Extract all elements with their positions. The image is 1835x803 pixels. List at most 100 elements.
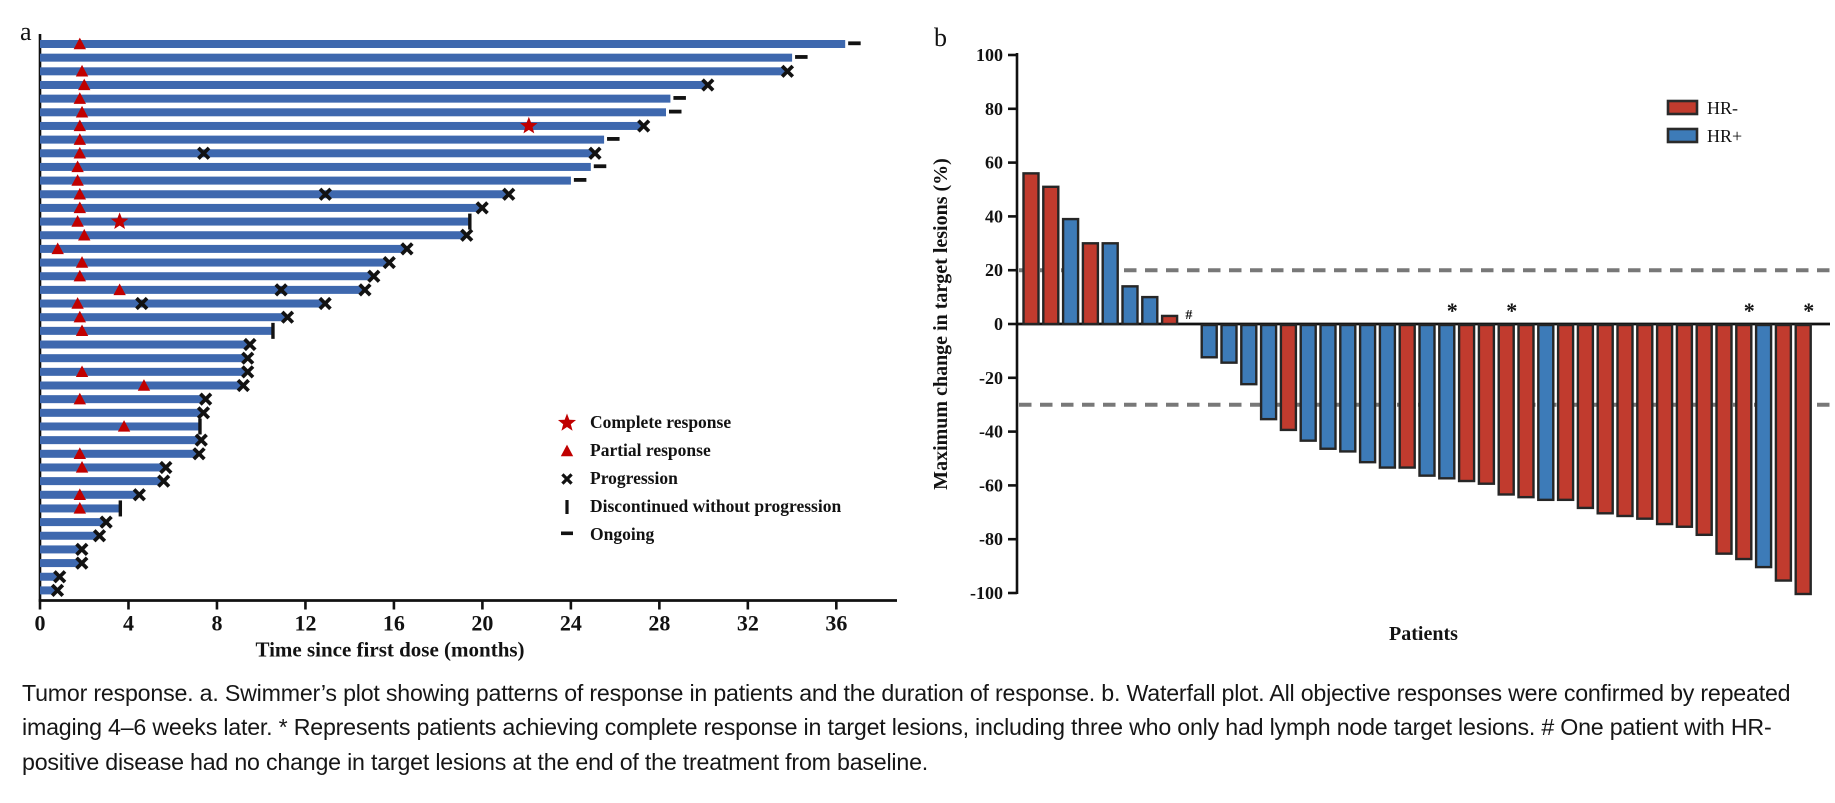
waterfall-legend-item: HR-	[1666, 98, 1738, 118]
swimmer-row	[40, 296, 332, 311]
partial-response-triangle-icon	[73, 133, 87, 145]
ongoing-dash-marker	[673, 96, 686, 100]
swimmer-row	[40, 583, 65, 598]
swimmer-bar	[40, 67, 786, 76]
swimmer-plot: a 0 4 8 12 16 20 24 28 32 36 Time since first dose …	[20, 17, 897, 662]
swimmer-row	[40, 105, 682, 118]
waterfall-legend-item: HR+	[1666, 126, 1742, 146]
swimmer-row	[40, 160, 607, 173]
partial-response-triangle-icon	[71, 160, 84, 173]
x-tick-label: 20	[471, 611, 493, 636]
waterfall-bar	[1279, 323, 1298, 432]
progression-x-marker	[382, 255, 396, 270]
swimmer-bar	[40, 408, 202, 417]
swimmer-bar	[40, 422, 200, 431]
swimmer-bar	[40, 94, 671, 103]
swimmer-row	[40, 337, 257, 352]
partial-response-triangle-icon	[75, 365, 89, 378]
complete-response-star-icon	[520, 116, 538, 134]
swimmer-bar	[40, 162, 591, 171]
swimmer-bar	[40, 463, 164, 472]
discontinued-bar-icon	[565, 500, 569, 514]
complete-response-asterisk: *	[1744, 298, 1755, 323]
swimmer-row	[40, 488, 146, 502]
swimmer-row	[40, 187, 516, 201]
swimmer-row	[40, 255, 396, 270]
waterfall-bar	[1398, 323, 1416, 469]
progression-x-marker	[588, 146, 602, 160]
progression-x-marker	[780, 64, 795, 78]
swimmer-legend-item: Ongoing	[561, 524, 654, 544]
swimmer-row	[40, 201, 489, 215]
swimmer-row	[40, 529, 107, 543]
waterfall-bar	[1200, 323, 1218, 359]
progression-x-marker	[280, 310, 295, 324]
waterfall-bar	[1358, 323, 1377, 464]
waterfall-bar	[1259, 323, 1278, 421]
swimmer-bar	[40, 354, 246, 363]
swimmer-row	[40, 37, 861, 50]
waterfall-bar	[1141, 295, 1159, 326]
swimmer-legend-item: Complete response	[557, 412, 731, 432]
discontinued-bar-marker	[468, 213, 472, 230]
waterfall-plot: b 100 80 60 40 20 0 -20 -40 -60 -80 -100 Maximum cha…	[930, 23, 1832, 645]
waterfall-bar	[1299, 323, 1317, 442]
swimmer-bar	[40, 190, 507, 199]
swimmer-bar	[40, 108, 666, 117]
progression-x-marker	[135, 296, 149, 311]
waterfall-bar	[1477, 323, 1496, 485]
swimmer-row	[40, 133, 620, 145]
y-tick-label: 20	[985, 260, 1003, 280]
swimmer-bar	[40, 244, 405, 253]
swimmer-legend-label: Ongoing	[590, 524, 654, 544]
progression-x-marker	[367, 269, 381, 283]
swimmer-legend-item: Progression	[561, 468, 678, 488]
waterfall-bar	[1378, 323, 1397, 469]
progression-x-marker	[197, 146, 211, 160]
discontinued-bar-marker	[118, 500, 123, 517]
partial-response-triangle-icon	[75, 105, 89, 118]
waterfall-bar	[1735, 323, 1753, 561]
y-tick-label: -20	[979, 368, 1003, 388]
ongoing-dash-icon	[561, 531, 573, 536]
waterfall-legend-label: HR-	[1707, 98, 1738, 118]
swimmer-row	[40, 515, 113, 529]
ongoing-dash-marker	[848, 41, 861, 46]
waterfall-bar	[1220, 323, 1238, 364]
swimmer-row	[40, 242, 414, 256]
y-tick-label: -60	[979, 475, 1003, 495]
swimmer-bar	[40, 258, 388, 267]
swimmer-bar	[40, 531, 98, 540]
swimmer-legend-item: Discontinued without progression	[565, 496, 841, 516]
swimmer-bar	[40, 559, 80, 568]
swimmer-bar	[40, 121, 642, 130]
waterfall-bar	[1160, 314, 1179, 326]
waterfall-bar	[1457, 323, 1476, 483]
swimmer-legend-item: Partial response	[560, 440, 711, 460]
legend-swatch-HR+	[1666, 127, 1699, 144]
waterfall-bar	[1081, 242, 1100, 326]
waterfall-bar	[1121, 285, 1139, 326]
partial-response-triangle-icon	[78, 78, 91, 91]
x-tick-label: 32	[737, 611, 759, 636]
waterfall-bar	[1101, 242, 1119, 326]
progression-x-marker	[50, 583, 65, 598]
partial-response-triangle-icon	[73, 269, 87, 282]
swimmer-bar	[40, 518, 105, 527]
swimmer-legend-label: Complete response	[590, 412, 731, 432]
swimmer-bar	[40, 545, 80, 554]
waterfall-bar	[1418, 323, 1436, 477]
swimmer-row	[40, 174, 587, 186]
x-tick-label: 12	[294, 611, 316, 636]
waterfall-bar	[1497, 323, 1515, 496]
swimmer-row	[40, 447, 206, 461]
y-tick-label: 100	[976, 45, 1003, 65]
partial-response-triangle-icon	[560, 444, 574, 457]
partial-response-triangle-icon	[117, 420, 131, 432]
progression-x-marker	[192, 447, 206, 461]
partial-response-triangle-icon	[73, 146, 87, 159]
partial-response-triangle-icon	[73, 310, 87, 323]
partial-response-triangle-icon	[78, 228, 91, 241]
partial-response-triangle-icon	[75, 324, 89, 337]
ongoing-dash-marker	[593, 164, 607, 169]
